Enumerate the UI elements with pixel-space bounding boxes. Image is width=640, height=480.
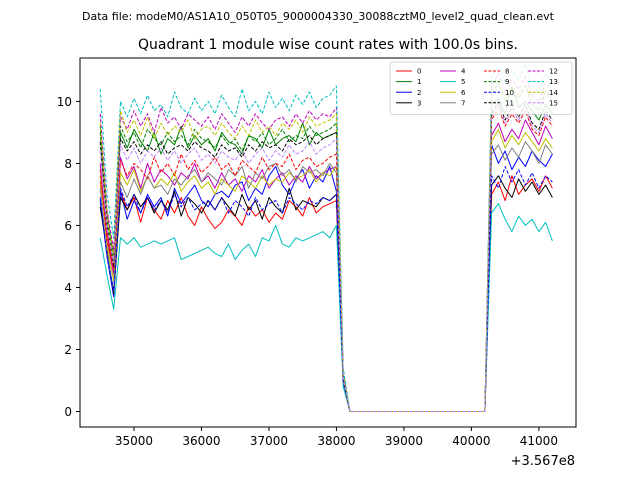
series-line-14 <box>99 79 553 412</box>
plot-frame <box>79 57 577 428</box>
y-tick-label: 4 <box>64 281 72 295</box>
x-tick-label: 36000 <box>182 434 220 448</box>
x-tick-label: 37000 <box>250 434 288 448</box>
y-tick-label: 0 <box>64 405 72 419</box>
legend-label-9: 9 <box>505 78 509 86</box>
legend-label-13: 13 <box>549 78 558 86</box>
series-line-13 <box>99 63 553 412</box>
legend-label-4: 4 <box>461 68 466 76</box>
x-tick-label: 39000 <box>385 434 423 448</box>
series-line-15 <box>99 104 553 412</box>
legend-label-3: 3 <box>417 99 421 107</box>
x-axis: 35000 36000 37000 38000 39000 40000 41000 <box>115 427 558 448</box>
y-axis: 0 2 4 6 8 10 <box>57 95 80 419</box>
legend-label-12: 12 <box>549 68 558 76</box>
legend-label-0: 0 <box>417 68 421 76</box>
x-tick-label: 40000 <box>452 434 490 448</box>
legend-label-6: 6 <box>461 89 466 97</box>
legend-label-15: 15 <box>549 99 558 107</box>
legend-label-11: 11 <box>505 99 514 107</box>
x-tick-label: 35000 <box>115 434 153 448</box>
y-tick-label: 10 <box>57 95 72 109</box>
legend-label-7: 7 <box>461 99 465 107</box>
legend-label-10: 10 <box>505 89 514 97</box>
x-tick-label: 41000 <box>520 434 558 448</box>
legend-box <box>389 61 573 115</box>
legend-label-14: 14 <box>549 89 558 97</box>
x-offset-label: +3.567e8 <box>511 454 575 469</box>
legend-label-8: 8 <box>505 68 509 76</box>
x-tick-label: 38000 <box>317 434 355 448</box>
y-tick-label: 6 <box>64 219 72 233</box>
legend-label-1: 1 <box>417 78 421 86</box>
chart-title: Quadrant 1 module wise count rates with … <box>138 37 518 53</box>
legend-label-2: 2 <box>417 89 421 97</box>
y-tick-label: 2 <box>64 343 72 357</box>
y-tick-label: 8 <box>64 157 72 171</box>
chart-suptitle: Data file: modeM0/AS1A10_050T05_90000043… <box>82 10 555 23</box>
series-layer <box>99 63 553 412</box>
legend-label-5: 5 <box>461 78 465 86</box>
